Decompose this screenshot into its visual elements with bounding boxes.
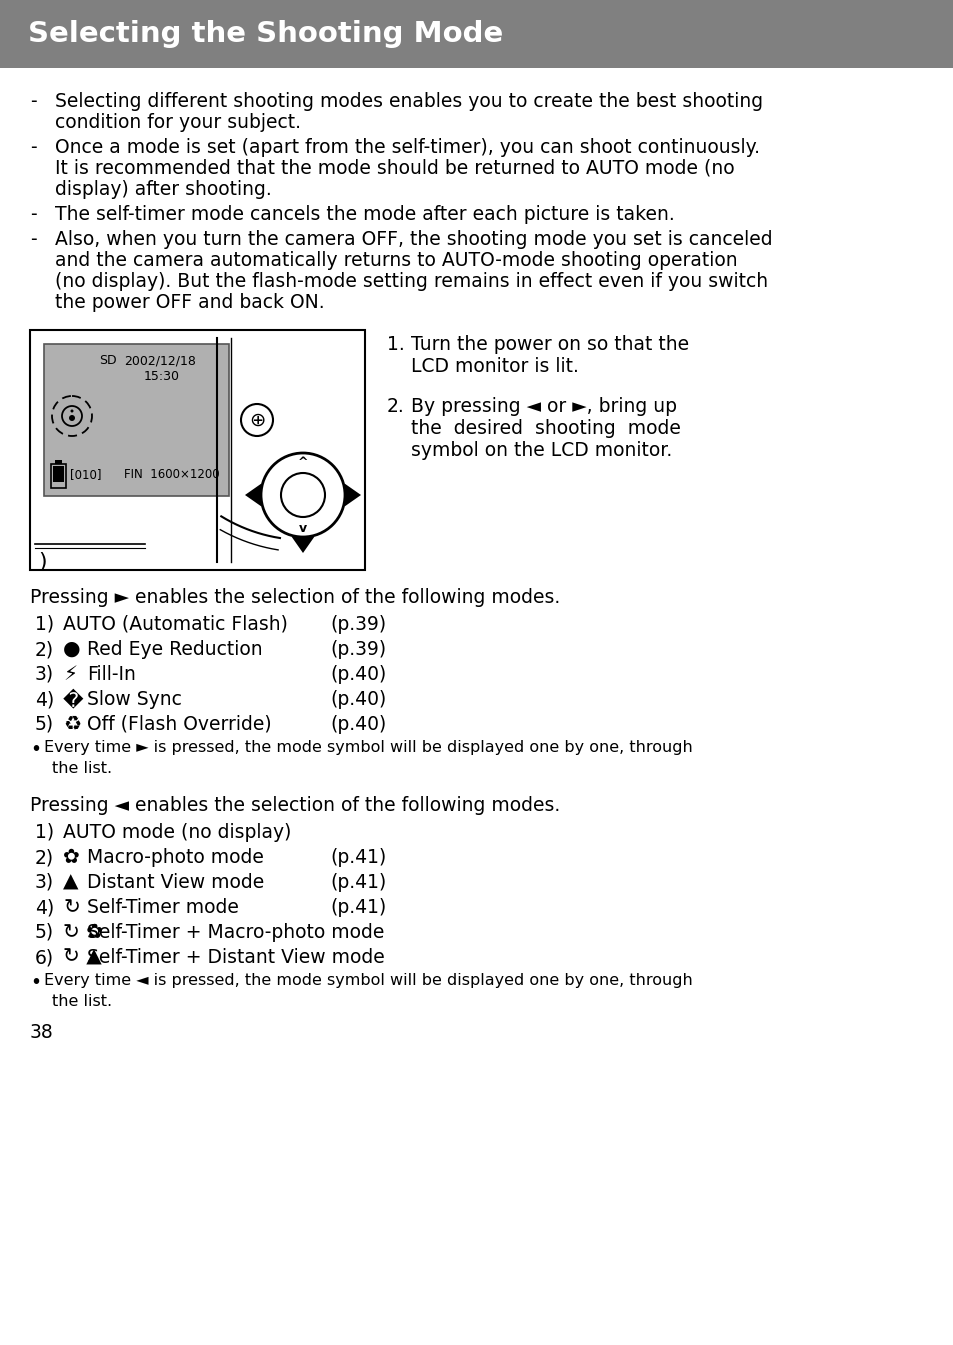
Text: the list.: the list. — [52, 761, 112, 776]
Text: ⊕: ⊕ — [249, 410, 265, 429]
Text: 3): 3) — [35, 873, 54, 892]
Text: (p.40): (p.40) — [330, 690, 386, 709]
Bar — [53, 465, 64, 482]
Text: ^: ^ — [297, 456, 308, 468]
Text: ↻ ✿: ↻ ✿ — [63, 923, 103, 941]
Text: Pressing ◄ enables the selection of the following modes.: Pressing ◄ enables the selection of the … — [30, 796, 559, 815]
Circle shape — [71, 409, 73, 413]
Text: v: v — [298, 522, 307, 534]
Text: (p.41): (p.41) — [330, 847, 386, 868]
Text: the power OFF and back ON.: the power OFF and back ON. — [55, 293, 324, 312]
Text: Every time ◄ is pressed, the mode symbol will be displayed one by one, through: Every time ◄ is pressed, the mode symbol… — [44, 972, 692, 989]
Text: [010]: [010] — [70, 468, 101, 482]
Bar — [0, 0, 953, 69]
Text: (p.39): (p.39) — [330, 615, 386, 633]
Text: -: - — [30, 230, 36, 249]
Text: 38: 38 — [30, 1024, 53, 1042]
Text: (p.41): (p.41) — [330, 873, 386, 892]
Text: Red Eye Reduction: Red Eye Reduction — [87, 640, 262, 659]
Text: LCD monitor is lit.: LCD monitor is lit. — [411, 356, 578, 377]
Bar — [30, 330, 365, 570]
Text: 3): 3) — [35, 664, 54, 685]
Text: Pressing ► enables the selection of the following modes.: Pressing ► enables the selection of the … — [30, 588, 559, 607]
Text: ●: ● — [63, 640, 80, 659]
Text: 2002/12/18: 2002/12/18 — [124, 354, 195, 367]
Text: Selecting different shooting modes enables you to create the best shooting: Selecting different shooting modes enabl… — [55, 91, 762, 112]
Text: Turn the power on so that the: Turn the power on so that the — [411, 335, 688, 354]
Text: and the camera automatically returns to AUTO-mode shooting operation: and the camera automatically returns to … — [55, 252, 737, 270]
Text: 1): 1) — [35, 615, 54, 633]
Text: (p.40): (p.40) — [330, 664, 386, 685]
Text: the list.: the list. — [52, 994, 112, 1009]
Text: SD: SD — [99, 354, 116, 367]
Text: Distant View mode: Distant View mode — [87, 873, 264, 892]
Text: -: - — [30, 204, 36, 225]
Text: 6): 6) — [35, 948, 54, 967]
Text: 1): 1) — [35, 823, 54, 842]
Text: ↻: ↻ — [63, 898, 80, 917]
Text: 4): 4) — [35, 898, 54, 917]
Circle shape — [281, 473, 325, 516]
Text: ): ) — [38, 551, 47, 572]
Text: condition for your subject.: condition for your subject. — [55, 113, 301, 132]
Text: 2): 2) — [35, 847, 54, 868]
Text: •: • — [30, 972, 41, 993]
Text: ♻: ♻ — [63, 716, 81, 734]
Text: ↻ ▲: ↻ ▲ — [63, 948, 102, 967]
Text: 5): 5) — [35, 923, 54, 941]
Text: �: � — [63, 690, 84, 710]
Text: (no display). But the flash-mode setting remains in effect even if you switch: (no display). But the flash-mode setting… — [55, 272, 767, 291]
Text: ▲: ▲ — [63, 873, 78, 892]
Text: display) after shooting.: display) after shooting. — [55, 180, 272, 199]
Text: Fill-In: Fill-In — [87, 664, 135, 685]
Text: Once a mode is set (apart from the self-timer), you can shoot continuously.: Once a mode is set (apart from the self-… — [55, 139, 760, 157]
Text: (p.41): (p.41) — [330, 898, 386, 917]
Text: The self-timer mode cancels the mode after each picture is taken.: The self-timer mode cancels the mode aft… — [55, 204, 674, 225]
Bar — [55, 460, 62, 464]
Text: FIN  1600×1200: FIN 1600×1200 — [124, 468, 219, 482]
Text: By pressing ◄ or ►, bring up: By pressing ◄ or ►, bring up — [411, 397, 677, 416]
Polygon shape — [345, 484, 360, 506]
Text: Slow Sync: Slow Sync — [87, 690, 182, 709]
Polygon shape — [245, 484, 261, 506]
Text: ✿: ✿ — [63, 847, 80, 868]
Text: Macro-photo mode: Macro-photo mode — [87, 847, 264, 868]
Text: 4): 4) — [35, 690, 54, 709]
Text: Also, when you turn the camera OFF, the shooting mode you set is canceled: Also, when you turn the camera OFF, the … — [55, 230, 772, 249]
Text: •: • — [30, 740, 41, 759]
Text: -: - — [30, 91, 36, 112]
Text: (p.40): (p.40) — [330, 716, 386, 734]
Text: Self-Timer mode: Self-Timer mode — [87, 898, 238, 917]
Text: 15:30: 15:30 — [144, 370, 180, 383]
Text: 2.: 2. — [387, 397, 404, 416]
Text: 5): 5) — [35, 716, 54, 734]
Polygon shape — [292, 537, 314, 553]
Bar — [51, 464, 66, 488]
Text: AUTO (Automatic Flash): AUTO (Automatic Flash) — [63, 615, 288, 633]
Text: Every time ► is pressed, the mode symbol will be displayed one by one, through: Every time ► is pressed, the mode symbol… — [44, 740, 692, 755]
Text: (p.39): (p.39) — [330, 640, 386, 659]
Text: -: - — [30, 139, 36, 157]
Text: the  desired  shooting  mode: the desired shooting mode — [411, 420, 680, 438]
Text: 2): 2) — [35, 640, 54, 659]
Circle shape — [69, 416, 75, 421]
Text: It is recommended that the mode should be returned to AUTO mode (no: It is recommended that the mode should b… — [55, 159, 734, 178]
Text: symbol on the LCD monitor.: symbol on the LCD monitor. — [411, 441, 672, 460]
Text: Off (Flash Override): Off (Flash Override) — [87, 716, 272, 734]
Text: ⚡: ⚡ — [63, 664, 77, 685]
Text: Self-Timer + Macro-photo mode: Self-Timer + Macro-photo mode — [87, 923, 384, 941]
Circle shape — [241, 404, 273, 436]
Text: 1.: 1. — [387, 335, 404, 354]
Bar — [44, 344, 229, 496]
Text: AUTO mode (no display): AUTO mode (no display) — [63, 823, 291, 842]
Text: Selecting the Shooting Mode: Selecting the Shooting Mode — [28, 20, 503, 48]
Text: Self-Timer + Distant View mode: Self-Timer + Distant View mode — [87, 948, 384, 967]
